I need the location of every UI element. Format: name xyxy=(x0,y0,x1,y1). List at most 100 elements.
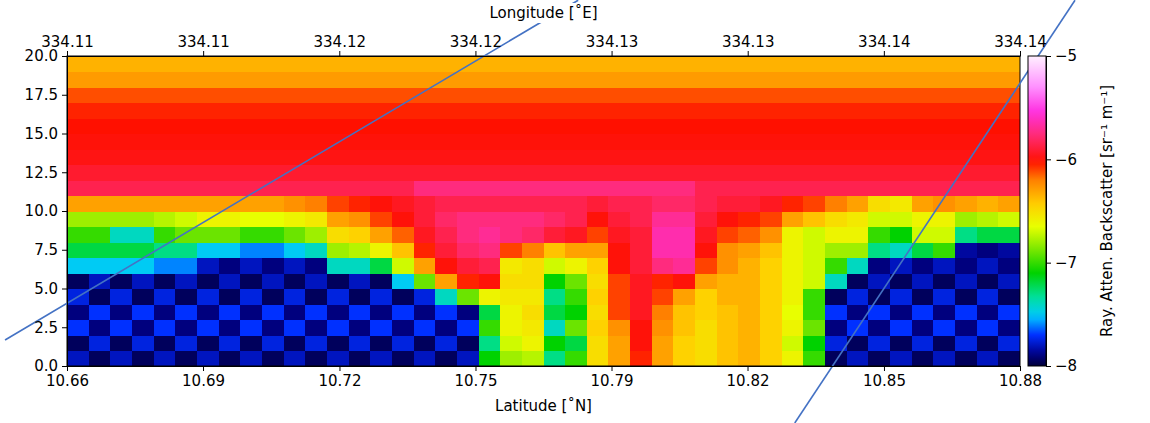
cell xyxy=(998,227,1020,243)
cell xyxy=(370,72,392,88)
cell xyxy=(435,87,457,103)
cell xyxy=(825,134,847,150)
cell xyxy=(370,87,392,103)
cell xyxy=(370,134,392,150)
tick: 334.13 xyxy=(586,33,639,56)
cell xyxy=(522,56,544,72)
cell xyxy=(522,211,544,227)
cell xyxy=(717,180,739,196)
x2-axis: 334.11334.11334.12334.12334.13334.13334.… xyxy=(41,33,1047,57)
cell xyxy=(933,56,955,72)
cell xyxy=(457,165,479,181)
cell xyxy=(738,180,760,196)
cell xyxy=(760,149,782,165)
cell xyxy=(608,87,630,103)
cell xyxy=(717,351,739,367)
cell xyxy=(197,149,219,165)
cell xyxy=(435,227,457,243)
cell xyxy=(652,165,674,181)
cell xyxy=(110,180,132,196)
cell xyxy=(414,149,436,165)
cell xyxy=(847,56,869,72)
cell xyxy=(349,134,371,150)
tick-label: −6 xyxy=(1055,151,1077,169)
tick-label: 10.0 xyxy=(25,202,58,220)
cell xyxy=(522,103,544,119)
cell xyxy=(544,242,566,258)
tick-label: 0.0 xyxy=(34,357,58,375)
cell xyxy=(110,320,132,336)
tick-label: 334.13 xyxy=(586,33,639,51)
cell xyxy=(479,196,501,212)
cell xyxy=(284,304,306,320)
cell xyxy=(414,165,436,181)
cell xyxy=(565,289,587,305)
cell xyxy=(262,304,284,320)
cell xyxy=(284,273,306,289)
cell xyxy=(457,335,479,351)
cell xyxy=(414,289,436,305)
cell xyxy=(500,320,522,336)
cell xyxy=(977,149,999,165)
cell xyxy=(825,351,847,367)
cell xyxy=(847,289,869,305)
cell xyxy=(544,196,566,212)
cell xyxy=(132,165,154,181)
plot-frame xyxy=(67,56,1020,366)
cell xyxy=(132,149,154,165)
cell xyxy=(284,242,306,258)
tick-mark xyxy=(62,95,67,96)
cell xyxy=(738,289,760,305)
cell xyxy=(240,258,262,274)
cell xyxy=(977,227,999,243)
cell xyxy=(349,242,371,258)
overlay-line xyxy=(5,0,578,340)
cell xyxy=(717,304,739,320)
cell xyxy=(327,165,349,181)
cell xyxy=(933,134,955,150)
cell xyxy=(522,118,544,134)
cell xyxy=(327,87,349,103)
cell xyxy=(825,289,847,305)
cell xyxy=(154,165,176,181)
cell xyxy=(457,72,479,88)
cell xyxy=(587,320,609,336)
cell xyxy=(717,289,739,305)
cell xyxy=(825,103,847,119)
cell xyxy=(587,103,609,119)
cell xyxy=(262,180,284,196)
cell xyxy=(630,258,652,274)
cell xyxy=(219,72,241,88)
x2-axis-line xyxy=(68,56,1021,57)
cell xyxy=(695,134,717,150)
cell xyxy=(132,304,154,320)
cell xyxy=(912,180,934,196)
cell xyxy=(110,304,132,320)
tick-mark xyxy=(475,366,476,371)
cell xyxy=(890,134,912,150)
cell xyxy=(933,72,955,88)
cell xyxy=(695,72,717,88)
cell xyxy=(933,87,955,103)
cell xyxy=(305,351,327,367)
cell xyxy=(197,165,219,181)
tick: 10.69 xyxy=(182,366,225,390)
tick-mark xyxy=(62,327,67,328)
cell xyxy=(933,149,955,165)
cell xyxy=(977,56,999,72)
cell xyxy=(695,56,717,72)
tick-label: 334.11 xyxy=(177,33,230,51)
cell xyxy=(89,149,111,165)
tick-label: 334.12 xyxy=(314,33,367,51)
cell xyxy=(738,196,760,212)
cell xyxy=(847,242,869,258)
cell xyxy=(825,304,847,320)
cell xyxy=(132,335,154,351)
cell xyxy=(803,149,825,165)
cell xyxy=(933,118,955,134)
cell xyxy=(608,242,630,258)
cell xyxy=(890,118,912,134)
cell xyxy=(630,87,652,103)
cell xyxy=(522,242,544,258)
tick-mark xyxy=(1020,51,1021,56)
